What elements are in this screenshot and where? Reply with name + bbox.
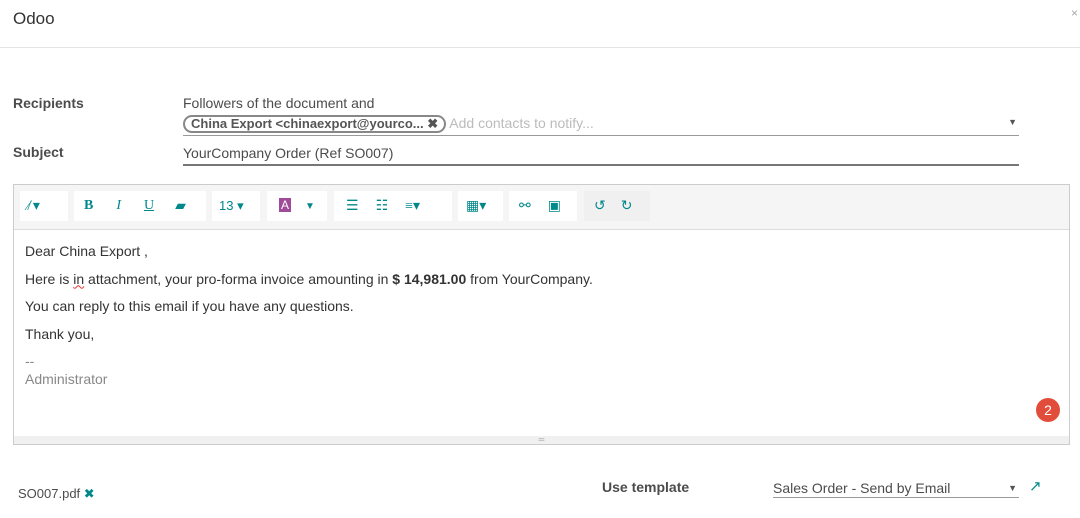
font-size-value: 13 — [219, 198, 234, 213]
recipients-placeholder: Add contacts to notify... — [449, 115, 594, 131]
magic-wand-icon[interactable]: ⁄̸ ▾ — [27, 198, 40, 214]
amount: $ 14,981.00 — [392, 270, 467, 287]
dialog-title: Odoo — [13, 9, 55, 28]
greeting-text: Dear China Export — [25, 243, 141, 259]
image-icon[interactable]: ▣ — [547, 198, 561, 214]
paragraph-group: ☰ ☷ ≡▾ — [334, 191, 452, 221]
notification-badge[interactable]: 2 — [1036, 398, 1060, 422]
greeting-comma: , — [140, 243, 148, 259]
recipients-input[interactable]: China Export <chinaexport@yourco... ✖ Ad… — [183, 115, 1019, 136]
numbered-list-icon[interactable]: ☷ — [375, 198, 389, 214]
greeting-line: Dear China Export , — [25, 238, 1058, 266]
recipients-label: Recipients — [13, 95, 84, 111]
history-group: ↺ ↻ — [584, 191, 650, 221]
underline-icon[interactable]: U — [144, 198, 155, 213]
recipients-prefix: Followers of the document and — [183, 95, 375, 111]
signature-separator: -- — [25, 353, 35, 369]
reply-line: You can reply to this email if you have … — [25, 298, 354, 314]
external-link-icon[interactable]: ↗ — [1029, 478, 1042, 495]
recipient-tag: China Export <chinaexport@yourco... ✖ — [183, 115, 447, 133]
resize-handle[interactable]: ═ — [14, 436, 1069, 444]
dialog-header: Odoo × — [0, 0, 1080, 48]
thanks-line: Thank you, — [25, 325, 95, 342]
template-select[interactable]: Sales Order - Send by Email ▼ — [773, 480, 1019, 498]
format-group: B I U ▰ — [74, 191, 206, 221]
invoice-line: Here is in attachment, your pro-forma in… — [25, 266, 1058, 294]
link-icon[interactable]: ⚯ — [519, 198, 531, 214]
font-size-dropdown[interactable]: 13 ▾ — [219, 198, 244, 213]
text: attachment, your pro-forma invoice amoun… — [84, 270, 393, 287]
template-value: Sales Order - Send by Email — [773, 480, 951, 496]
text: Here is — [25, 270, 74, 287]
color-group: A ▼ — [267, 191, 327, 221]
table-group: ▦▾ — [458, 191, 503, 221]
template-label: Use template — [602, 479, 690, 495]
signature: Administrator — [25, 371, 108, 387]
bold-icon[interactable]: B — [84, 198, 94, 213]
dropdown-arrow-icon[interactable]: ▼ — [1008, 117, 1017, 127]
recipient-tag-label: China Export <chinaexport@yourco... — [191, 116, 424, 131]
eraser-icon[interactable]: ▰ — [175, 198, 186, 214]
undo-icon[interactable]: ↺ — [594, 198, 606, 214]
attachment[interactable]: SO007.pdf ✖ — [18, 486, 95, 502]
color-dropdown-icon[interactable]: ▼ — [305, 200, 315, 212]
text: in — [73, 270, 85, 287]
editor-toolbar: ⁄̸ ▾ B I U ▰ 13 ▾ A ▼ ☰ ☷ ≡▾ ▦▾ ⚯ ▣ ↺ ↻ — [14, 185, 1069, 230]
table-icon[interactable]: ▦▾ — [466, 198, 487, 214]
subject-input[interactable]: YourCompany Order (Ref SO007) — [183, 145, 1019, 166]
font-color-icon[interactable]: A — [279, 198, 292, 212]
bullet-list-icon[interactable]: ☰ — [346, 198, 359, 214]
remove-attachment-icon[interactable]: ✖ — [83, 486, 95, 501]
subject-label: Subject — [13, 144, 64, 160]
dropdown-arrow-icon[interactable]: ▼ — [1008, 483, 1017, 493]
insert-group: ⚯ ▣ — [509, 191, 577, 221]
email-body[interactable]: Dear China Export , Here is in attachmen… — [14, 230, 1069, 396]
style-group: ⁄̸ ▾ — [20, 191, 68, 221]
font-size-group: 13 ▾ — [212, 191, 260, 221]
close-icon[interactable]: × — [1070, 6, 1078, 20]
text: from YourCompany. — [466, 270, 593, 287]
italic-icon[interactable]: I — [116, 198, 122, 213]
redo-icon[interactable]: ↻ — [620, 198, 633, 214]
remove-tag-icon[interactable]: ✖ — [427, 116, 439, 131]
align-icon[interactable]: ≡▾ — [405, 198, 421, 214]
attachment-name: SO007.pdf — [18, 486, 81, 501]
email-body-editor[interactable]: ⁄̸ ▾ B I U ▰ 13 ▾ A ▼ ☰ ☷ ≡▾ ▦▾ ⚯ ▣ ↺ ↻ D… — [13, 184, 1070, 445]
